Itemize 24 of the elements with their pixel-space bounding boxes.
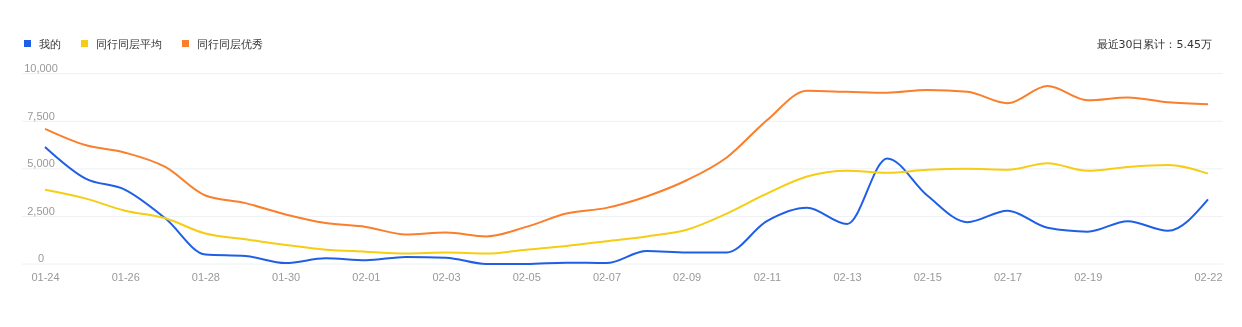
y-tick-label: 5,000: [27, 157, 55, 170]
x-tick-label: 01-30: [272, 271, 301, 284]
legend-label: 同行同层平均: [96, 37, 162, 51]
y-tick-label: 0: [37, 252, 45, 265]
x-tick-label: 02-17: [993, 271, 1023, 284]
x-tick-label: 02-22: [1194, 271, 1223, 284]
y-tick-label: 7,500: [27, 109, 55, 122]
x-tick-label: 02-05: [512, 271, 541, 284]
x-tick-label: 02-15: [913, 271, 942, 284]
x-tick-label: 02-07: [592, 271, 622, 284]
x-tick-label: 01-26: [111, 271, 140, 284]
x-tick-label: 01-24: [31, 271, 60, 284]
legend-label: 我的: [39, 37, 61, 51]
text: 最近30日累计：5.45万: [1096, 38, 1212, 51]
x-tick-label: 02-13: [833, 271, 862, 284]
y-tick-label: 2,500: [27, 204, 55, 217]
x-tick-label: 01-28: [191, 271, 220, 284]
legend-label: 同行同层优秀: [197, 37, 263, 51]
x-tick-label: 02-19: [1074, 271, 1103, 284]
x-tick-label: 02-09: [673, 271, 702, 284]
x-tick-label: 02-03: [432, 271, 461, 284]
y-tick-label: 10,000: [24, 62, 58, 74]
x-tick-label: 02-01: [352, 271, 381, 284]
x-tick-label: 02-11: [753, 271, 782, 284]
